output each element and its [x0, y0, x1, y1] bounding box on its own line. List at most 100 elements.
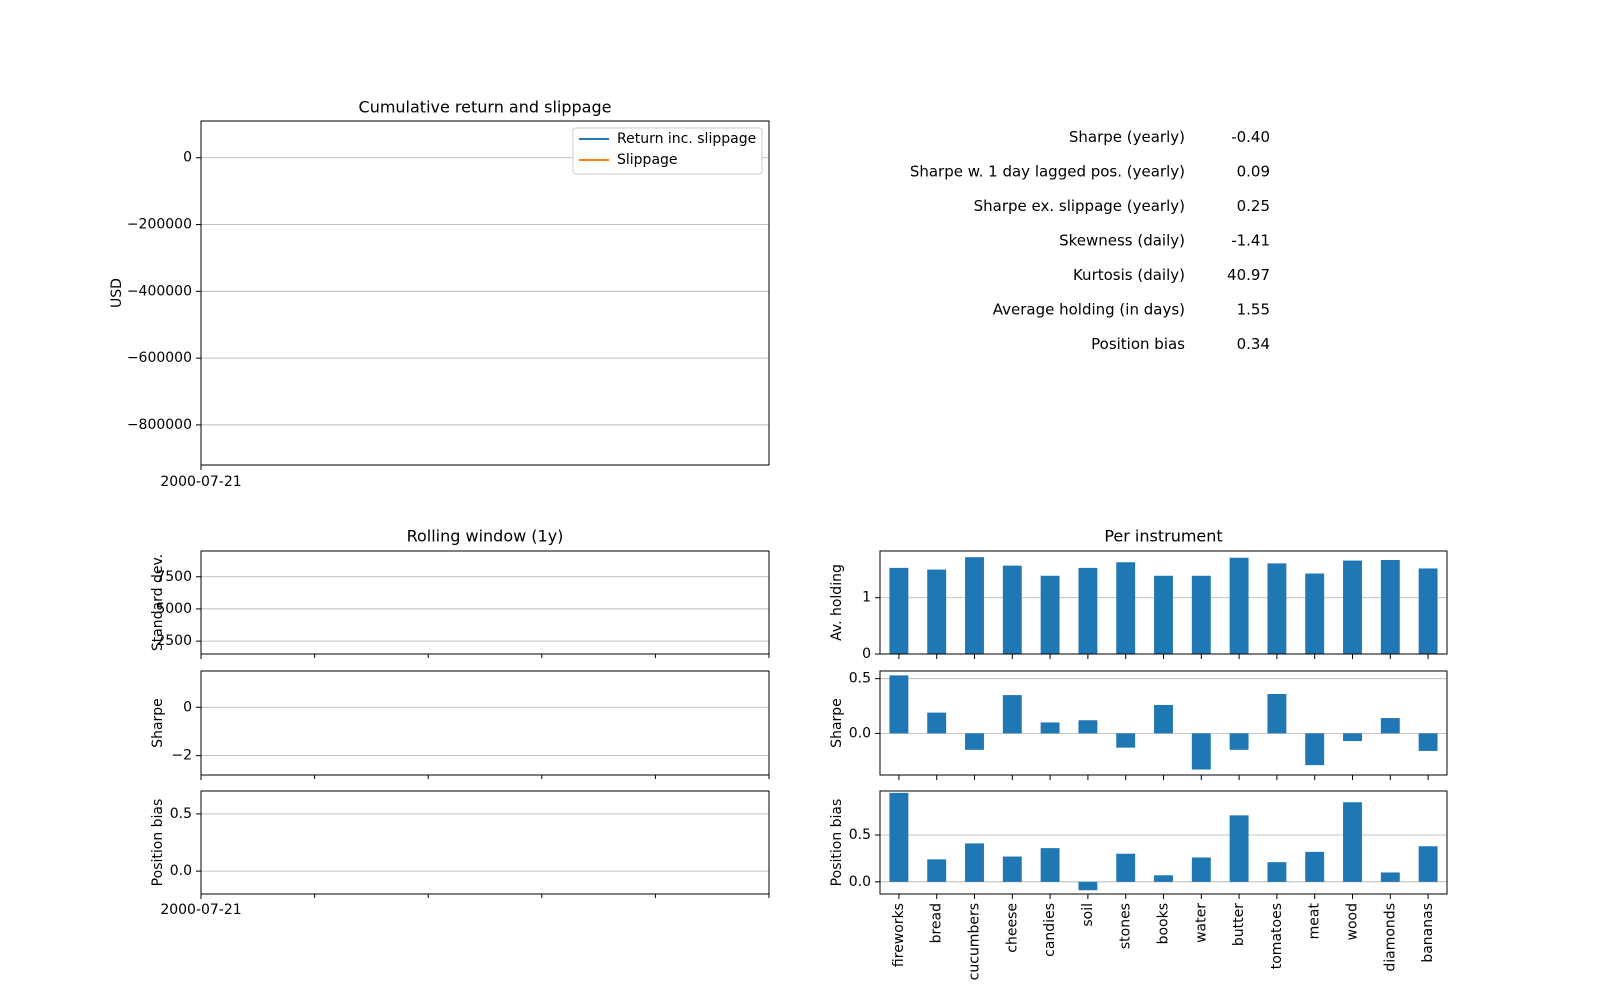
instrument-position-bias-bar-bananas — [1418, 846, 1438, 882]
instrument-sharpe-frame — [879, 670, 1448, 776]
av-holding-bar-bread — [927, 569, 947, 654]
av-holding-bar-stones — [1116, 562, 1136, 654]
instrument-label-candies: candies — [1042, 903, 1058, 957]
instrument-sharpe-bar-soil — [1078, 720, 1098, 734]
cumulative-y-tick-label: −200000 — [127, 217, 192, 233]
instrument-position-bias-bar-butter — [1229, 815, 1249, 882]
instrument-label-water: water — [1193, 903, 1209, 943]
rolling-std-y-axis-label: Standard dev. — [150, 554, 166, 651]
cumulative-y-tick-label: −600000 — [127, 350, 192, 366]
instrument-label-meat: meat — [1307, 902, 1323, 939]
cumulative-x-tick-label: 2000-07-21 — [160, 474, 241, 490]
av-holding-bar-fireworks — [889, 567, 909, 654]
av-holding-bar-meat — [1305, 573, 1325, 654]
instrument-sharpe-bar-fireworks — [889, 675, 909, 734]
rolling-position-bias-y-tick-label: 0.5 — [170, 806, 192, 822]
instrument-label-diamonds: diamonds — [1382, 903, 1398, 972]
av-holding-bar-butter — [1229, 557, 1249, 654]
instrument-sharpe-bar-water — [1191, 733, 1211, 770]
rolling-position-bias-y-tick-label: 0.0 — [170, 863, 192, 879]
stat-label: Average holding (in days) — [993, 301, 1185, 319]
instrument-label-bread: bread — [929, 903, 945, 943]
instrument-sharpe-y-tick-label: 0.0 — [849, 725, 871, 741]
instrument-label-butter: butter — [1231, 903, 1247, 946]
cumulative-plot-frame — [200, 120, 770, 466]
av-holding-bar-candies — [1040, 575, 1060, 654]
instrument-position-bias-y-tick-label: 0.5 — [849, 827, 871, 843]
instrument-position-bias-bar-candies — [1040, 848, 1060, 882]
stat-label: Position bias — [1091, 335, 1185, 353]
av-holding-bar-soil — [1078, 567, 1098, 654]
instrument-position-bias-bar-fireworks — [889, 792, 909, 882]
av-holding-y-tick-label: 1 — [862, 590, 871, 606]
instrument-position-bias-bar-cheese — [1002, 856, 1022, 882]
instrument-position-bias-y-tick-label: 0.0 — [849, 874, 871, 890]
instrument-label-bananas: bananas — [1420, 903, 1436, 963]
instrument-sharpe-bar-books — [1154, 704, 1173, 734]
cumulative-y-tick-label: −400000 — [127, 283, 192, 299]
stat-label: Sharpe ex. slippage (yearly) — [974, 197, 1185, 215]
rolling-sharpe-frame — [200, 670, 770, 776]
stat-value: 0.25 — [1237, 197, 1270, 215]
instrument-label-tomatoes: tomatoes — [1269, 903, 1285, 969]
instrument-position-bias-bar-cucumbers — [965, 843, 984, 882]
cumulative-y-tick-label: 0 — [183, 150, 192, 166]
av-holding-bar-tomatoes — [1267, 563, 1287, 654]
instrument-position-bias-bar-water — [1191, 857, 1211, 882]
instrument-position-bias-bar-tomatoes — [1267, 862, 1287, 882]
rolling-std-y-tick-label: 2500 — [156, 633, 192, 649]
rolling-position-bias-y-axis-label: Position bias — [150, 799, 166, 887]
stat-label: Sharpe (yearly) — [1069, 128, 1185, 146]
instrument-position-bias-bar-stones — [1116, 853, 1136, 882]
instrument-position-bias-bar-books — [1154, 875, 1173, 882]
av-holding-bar-cheese — [1002, 565, 1022, 654]
rolling-std-y-tick-label: 7500 — [156, 569, 192, 585]
rolling-sharpe-y-axis-label: Sharpe — [150, 698, 166, 748]
av-holding-y-axis-label: Av. holding — [829, 564, 845, 641]
instrument-sharpe-bar-bananas — [1418, 733, 1438, 751]
instrument-sharpe-bar-meat — [1305, 733, 1325, 766]
instrument-label-cucumbers: cucumbers — [967, 903, 983, 980]
instrument-sharpe-y-tick-label: 0.5 — [849, 671, 871, 687]
instrument-sharpe-bar-candies — [1040, 722, 1060, 734]
legend-label: Slippage — [617, 152, 678, 168]
legend-label: Return inc. slippage — [617, 131, 756, 147]
instrument-label-soil: soil — [1080, 903, 1096, 927]
instrument-label-cheese: cheese — [1004, 903, 1020, 953]
stat-label: Skewness (daily) — [1059, 232, 1185, 250]
per-instrument-chart-title: Per instrument — [1104, 527, 1222, 546]
instrument-sharpe-bar-bread — [927, 712, 947, 734]
av-holding-y-tick-label: 0 — [862, 646, 871, 662]
cumulative-legend — [572, 127, 763, 175]
stat-value: 0.09 — [1237, 163, 1270, 181]
instrument-label-stones: stones — [1118, 903, 1134, 949]
rolling-sharpe-y-tick-label: 0 — [183, 699, 192, 715]
instrument-label-books: books — [1156, 903, 1172, 944]
instrument-position-bias-frame — [879, 790, 1448, 895]
instrument-position-bias-bar-soil — [1078, 881, 1098, 891]
av-holding-bar-cucumbers — [965, 557, 984, 654]
instrument-sharpe-bar-cucumbers — [965, 733, 984, 750]
av-holding-bar-bananas — [1418, 568, 1438, 654]
instrument-sharpe-bar-stones — [1116, 733, 1136, 748]
rolling-position-bias-frame — [200, 790, 770, 895]
cumulative-y-tick-label: −800000 — [127, 417, 192, 433]
instrument-position-bias-bar-bread — [927, 859, 947, 882]
stat-label: Kurtosis (daily) — [1073, 266, 1185, 284]
av-holding-bar-water — [1191, 575, 1211, 654]
stat-label: Sharpe w. 1 day lagged pos. (yearly) — [910, 163, 1185, 181]
instrument-position-bias-bar-wood — [1343, 802, 1362, 882]
instrument-position-bias-bar-meat — [1305, 851, 1325, 882]
instrument-label-fireworks: fireworks — [891, 903, 907, 967]
rolling-sharpe-y-tick-label: −2 — [171, 748, 192, 764]
stat-value: 1.55 — [1237, 301, 1270, 319]
rolling-std-frame — [200, 550, 770, 655]
cumulative-chart-title: Cumulative return and slippage — [359, 98, 612, 117]
instrument-sharpe-bar-butter — [1229, 733, 1249, 750]
stat-value: -1.41 — [1231, 232, 1270, 250]
av-holding-frame — [879, 550, 1448, 655]
instrument-label-wood: wood — [1345, 903, 1361, 940]
av-holding-bar-diamonds — [1380, 560, 1400, 654]
instrument-sharpe-bar-cheese — [1002, 695, 1022, 734]
